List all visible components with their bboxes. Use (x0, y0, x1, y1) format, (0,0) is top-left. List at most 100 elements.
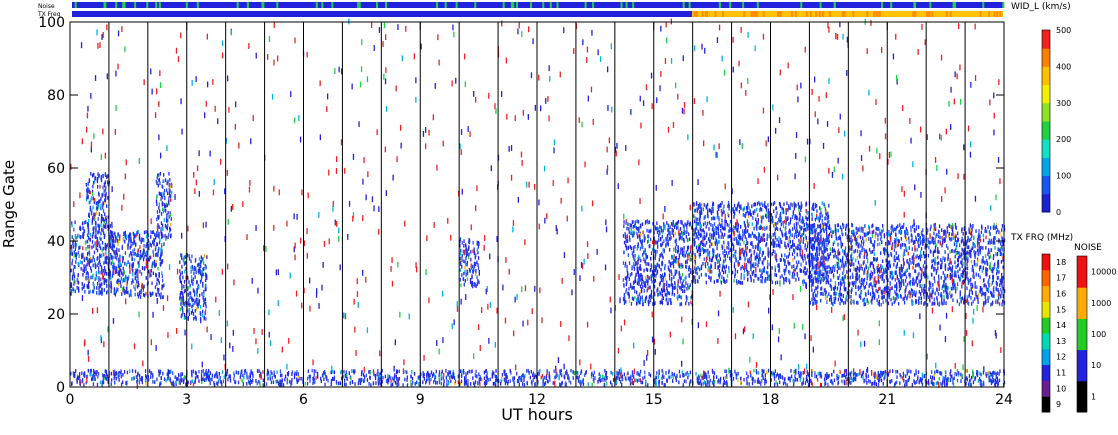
echo-cell (815, 263, 817, 268)
echo-cell (680, 286, 682, 290)
echo-cell (126, 286, 128, 290)
echo-cell (721, 211, 723, 216)
echo-cell (732, 270, 734, 275)
echo-cell (979, 289, 982, 294)
echo-cell (710, 276, 712, 280)
echo-cell (660, 275, 663, 279)
echo-cell (645, 284, 647, 289)
echo-cell (636, 290, 638, 295)
echo-cell (779, 204, 782, 209)
echo-cell (920, 246, 923, 251)
echo-cell (103, 221, 105, 225)
echo-cell (183, 289, 186, 294)
echo-cell (828, 292, 830, 297)
echo-cell (728, 203, 730, 207)
echo-cell (764, 204, 766, 208)
echo-cell (788, 204, 790, 208)
echo-cell (935, 243, 937, 248)
echo-cell (869, 282, 871, 287)
echo-cell (660, 253, 662, 257)
echo-cell (734, 272, 736, 276)
echo-cell (915, 290, 917, 295)
echo-cell (641, 274, 643, 279)
echo-cell (781, 253, 783, 258)
echo-cell (639, 224, 642, 228)
echo-cell (117, 239, 119, 243)
echo-cell (168, 200, 170, 204)
echo-cell (717, 231, 719, 236)
echo-cell (865, 270, 867, 275)
echo-cell (717, 239, 720, 244)
echo-cell (805, 202, 807, 206)
echo-cell (889, 241, 891, 246)
echo-cell (670, 235, 672, 240)
echo-cell (699, 224, 702, 228)
echo-cell (464, 279, 466, 283)
echo-cell (802, 237, 805, 241)
echo-cell (202, 309, 204, 314)
echo-cell (798, 260, 800, 265)
echo-cell (774, 241, 776, 245)
echo-cell (628, 230, 630, 235)
echo-cell (807, 227, 809, 231)
echo-cell (849, 237, 851, 242)
echo-cell (100, 284, 102, 288)
echo-cell (922, 228, 924, 232)
echo-cell (982, 256, 984, 260)
echo-cell (912, 255, 914, 259)
echo-cell (763, 226, 765, 230)
echo-cell (696, 222, 698, 226)
echo-cell (1003, 227, 1006, 232)
echo-cell (805, 236, 807, 240)
echo-cell (84, 289, 86, 294)
echo-cell (982, 238, 985, 243)
echo-cell (712, 224, 714, 228)
echo-cell (624, 276, 626, 281)
echo-cell (968, 238, 970, 243)
echo-cell (100, 223, 102, 228)
echo-cell (822, 259, 824, 263)
echo-cell (868, 224, 870, 229)
echo-cell (994, 236, 996, 240)
echo-cell (839, 234, 841, 239)
echo-cell (758, 233, 761, 237)
echo-cell (637, 220, 640, 224)
echo-cell (986, 268, 989, 272)
echo-cell (92, 216, 94, 220)
echo-cell (119, 264, 121, 269)
echo-cell (642, 302, 644, 307)
echo-cell (169, 211, 171, 215)
echo-cell (788, 206, 790, 210)
echo-cell (92, 289, 94, 294)
echo-cell (812, 292, 814, 296)
echo-cell (991, 302, 993, 306)
echo-cell (767, 260, 769, 264)
echo-cell (762, 215, 764, 220)
echo-cell (928, 245, 930, 250)
echo-cell (932, 253, 934, 257)
echo-cell (709, 258, 711, 262)
echo-cell (112, 239, 114, 243)
echo-cell (895, 251, 897, 255)
echo-cell (138, 292, 141, 296)
echo-cell (147, 269, 149, 274)
echo-cell (928, 239, 930, 244)
echo-cell (805, 227, 807, 232)
echo-cell (694, 252, 696, 257)
echo-cell (94, 198, 96, 202)
echo-cell (649, 285, 651, 290)
echo-cell (468, 255, 470, 260)
echo-cell (937, 266, 939, 270)
echo-cell (856, 249, 859, 254)
echo-cell (859, 279, 861, 284)
echo-cell (836, 264, 839, 268)
echo-cell (88, 219, 90, 223)
echo-cell (461, 241, 463, 245)
echo-cell (769, 274, 771, 279)
echo-cell (476, 242, 478, 246)
echo-cell (181, 256, 183, 260)
echo-cell (476, 260, 478, 265)
echo-cell (801, 233, 803, 238)
echo-cell (159, 238, 161, 242)
echo-cell (991, 280, 994, 285)
